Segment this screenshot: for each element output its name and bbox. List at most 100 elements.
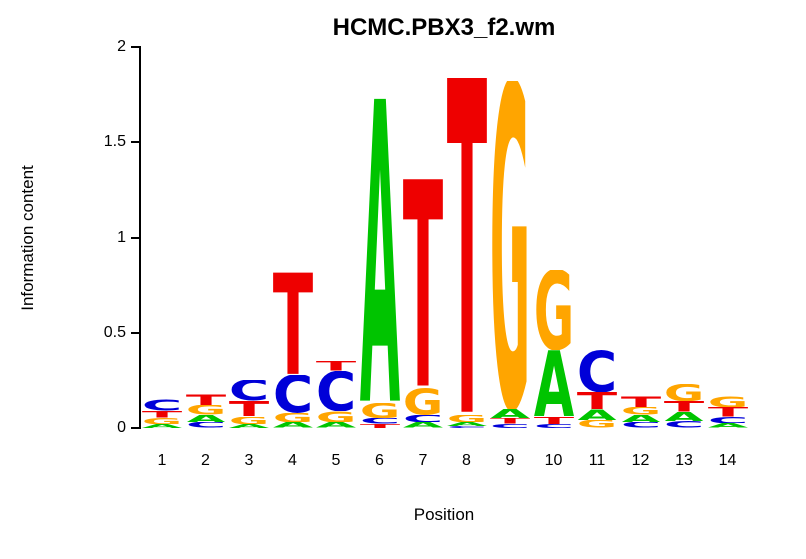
x-tick-label: 13 <box>675 452 693 469</box>
svg-text:C: C <box>185 422 225 428</box>
y-tick-label: 0.5 <box>103 323 126 341</box>
logo-letter-A: A <box>272 422 313 428</box>
x-tick-label: 11 <box>588 452 606 469</box>
logo-letter-G: G <box>359 403 401 418</box>
x-tick-label: 5 <box>331 452 341 469</box>
logo-letter-A: A <box>359 97 401 404</box>
logo-letter-T: T <box>533 417 575 425</box>
logo-letter-C: C <box>359 418 401 424</box>
svg-text:A: A <box>316 422 357 428</box>
svg-text:A: A <box>533 350 573 417</box>
logo-letter-T: T <box>663 401 705 411</box>
logo-letter-G: G <box>402 388 444 415</box>
logo-letter-G: G <box>663 384 705 401</box>
svg-text:G: G <box>316 411 356 422</box>
x-tick-label: 8 <box>462 452 471 469</box>
y-tick-label: 1.5 <box>103 133 126 151</box>
svg-text:T: T <box>229 401 269 416</box>
logo-letter-C: C <box>315 371 357 411</box>
svg-text:A: A <box>707 423 748 428</box>
svg-text:C: C <box>142 399 182 410</box>
logo-letter-A: A <box>402 422 444 428</box>
svg-text:A: A <box>359 97 400 404</box>
y-tick-label: 1 <box>117 228 126 246</box>
logo-letter-C: C <box>707 417 749 424</box>
x-tick-label: 1 <box>157 452 167 469</box>
logo-letter-G: G <box>533 270 575 350</box>
svg-text:C: C <box>272 375 312 413</box>
svg-text:G: G <box>620 407 660 415</box>
svg-text:C: C <box>533 424 573 428</box>
x-tick-label: 3 <box>244 452 254 469</box>
svg-text:C: C <box>229 380 269 401</box>
svg-text:T: T <box>142 411 183 418</box>
logo-letter-A: A <box>315 422 357 428</box>
logo-letter-G: G <box>576 420 618 428</box>
svg-text:T: T <box>707 407 747 417</box>
svg-text:G: G <box>142 418 182 425</box>
x-tick-label: 12 <box>631 452 650 469</box>
svg-text:G: G <box>185 405 225 415</box>
svg-text:T: T <box>577 392 618 409</box>
svg-text:G: G <box>664 384 704 401</box>
svg-text:A: A <box>620 415 661 423</box>
logo-letter-A: A <box>576 409 618 420</box>
logo-letter-G: G <box>620 407 662 415</box>
logo-letter-G: G <box>185 405 227 415</box>
svg-text:T: T <box>272 272 312 375</box>
logo-letter-T: T <box>489 418 531 424</box>
logo-letter-C: C <box>620 422 662 428</box>
svg-text:T: T <box>359 424 400 428</box>
logo-letter-T: T <box>446 76 488 415</box>
logo-letter-C: C <box>446 426 488 428</box>
svg-text:G: G <box>446 415 486 423</box>
svg-text:C: C <box>707 417 747 424</box>
logo-letter-G: G <box>315 411 357 422</box>
logo-letter-C: C <box>663 421 705 428</box>
x-tick-label: 4 <box>288 452 297 469</box>
logo-letter-T: T <box>707 407 749 417</box>
logo-letter-T: T <box>402 178 444 388</box>
svg-text:C: C <box>620 422 660 428</box>
logo-letter-T: T <box>228 401 270 416</box>
svg-text:T: T <box>446 76 487 415</box>
svg-text:G: G <box>229 417 269 425</box>
svg-text:A: A <box>229 424 269 428</box>
svg-text:G: G <box>707 396 747 407</box>
svg-text:C: C <box>577 350 617 392</box>
logo-letter-A: A <box>620 415 662 423</box>
svg-text:C: C <box>316 371 356 411</box>
svg-text:A: A <box>577 409 617 420</box>
svg-text:G: G <box>577 420 617 428</box>
logo-letter-T: T <box>185 394 226 405</box>
logo-letter-T: T <box>272 272 314 375</box>
logo-letter-A: A <box>228 424 270 428</box>
logo-letter-C: C <box>185 422 227 428</box>
logo-letter-C: C <box>402 415 444 423</box>
svg-text:T: T <box>316 361 356 371</box>
y-tick-mark <box>131 141 139 144</box>
logo-letter-A: A <box>141 424 183 428</box>
svg-text:A: A <box>664 412 705 422</box>
y-tick-mark <box>131 46 139 48</box>
svg-text:T: T <box>490 418 531 424</box>
svg-text:T: T <box>533 417 574 425</box>
logo-letter-G: G <box>489 81 531 409</box>
chart-title: HCMC.PBX3_f2.wm <box>332 14 556 41</box>
y-axis-line <box>139 46 141 429</box>
logo-letter-T: T <box>620 396 661 407</box>
x-axis-label: Position <box>413 505 475 524</box>
x-tick-label: 7 <box>418 452 428 469</box>
svg-text:T: T <box>403 178 443 388</box>
logo-letter-T: T <box>359 424 401 428</box>
svg-text:G: G <box>403 388 443 415</box>
svg-text:T: T <box>664 401 704 411</box>
svg-text:A: A <box>490 409 531 419</box>
logo-letter-A: A <box>533 350 575 417</box>
svg-text:A: A <box>272 422 313 428</box>
logo-letter-G: G <box>141 418 183 425</box>
svg-text:C: C <box>403 415 443 423</box>
logo-letter-A: A <box>707 423 748 428</box>
x-tick-label: 2 <box>201 452 210 469</box>
logo-letter-T: T <box>315 361 357 371</box>
